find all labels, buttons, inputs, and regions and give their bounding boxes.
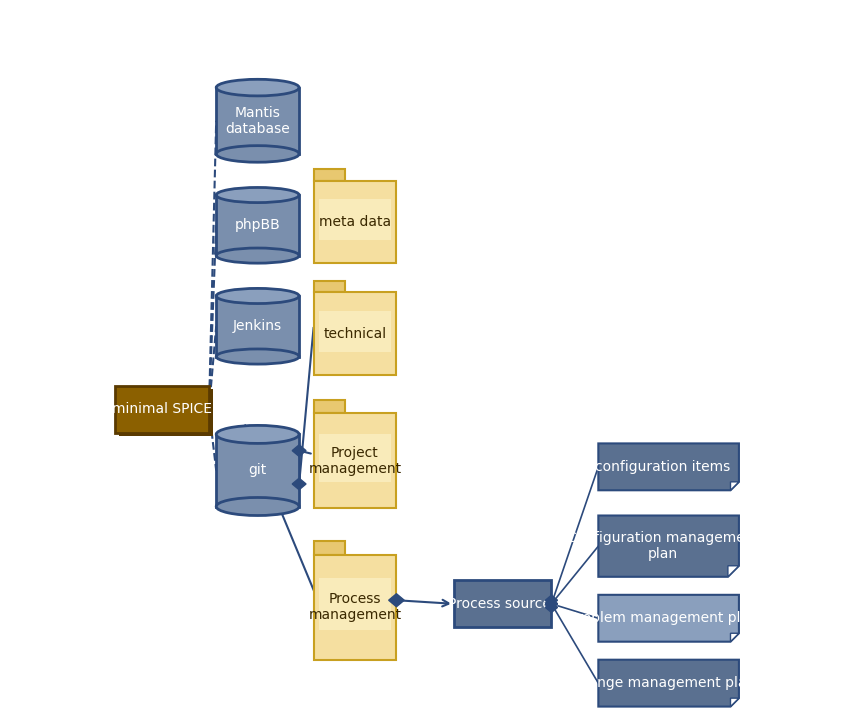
FancyBboxPatch shape	[313, 281, 345, 293]
FancyBboxPatch shape	[216, 195, 299, 256]
FancyBboxPatch shape	[313, 413, 396, 508]
FancyBboxPatch shape	[216, 434, 299, 506]
Ellipse shape	[216, 425, 299, 443]
Polygon shape	[546, 596, 558, 606]
Polygon shape	[546, 598, 558, 609]
Text: technical: technical	[324, 327, 387, 341]
FancyBboxPatch shape	[313, 400, 345, 413]
Ellipse shape	[216, 187, 299, 203]
Text: Configuration management
plan: Configuration management plan	[567, 531, 759, 561]
Text: minimal SPICE: minimal SPICE	[112, 402, 212, 416]
Polygon shape	[599, 443, 739, 490]
Polygon shape	[292, 478, 306, 490]
Text: Mantis
database: Mantis database	[225, 106, 290, 136]
Ellipse shape	[216, 497, 299, 516]
Text: Process sources: Process sources	[448, 597, 558, 611]
Text: Change management plan: Change management plan	[570, 676, 756, 690]
FancyBboxPatch shape	[318, 199, 392, 240]
FancyBboxPatch shape	[216, 87, 299, 154]
Polygon shape	[292, 445, 306, 456]
Polygon shape	[730, 633, 739, 642]
Text: Problem management plan: Problem management plan	[568, 611, 758, 625]
FancyBboxPatch shape	[119, 389, 213, 436]
Text: meta data: meta data	[319, 215, 391, 229]
FancyBboxPatch shape	[313, 541, 345, 555]
Ellipse shape	[216, 248, 299, 263]
FancyBboxPatch shape	[318, 578, 392, 630]
Text: Project
management: Project management	[309, 446, 401, 476]
FancyBboxPatch shape	[115, 386, 209, 433]
FancyBboxPatch shape	[454, 580, 552, 627]
Text: git: git	[248, 464, 266, 477]
Ellipse shape	[216, 146, 299, 162]
FancyBboxPatch shape	[313, 555, 396, 660]
FancyBboxPatch shape	[318, 434, 392, 482]
FancyBboxPatch shape	[318, 311, 392, 352]
Polygon shape	[599, 516, 739, 577]
Text: phpBB: phpBB	[234, 218, 280, 232]
Polygon shape	[730, 482, 739, 490]
FancyBboxPatch shape	[313, 293, 396, 375]
Polygon shape	[388, 594, 404, 607]
Polygon shape	[727, 566, 739, 577]
FancyBboxPatch shape	[313, 169, 345, 181]
Polygon shape	[730, 698, 739, 707]
Ellipse shape	[216, 79, 299, 96]
Text: configuration items: configuration items	[595, 460, 731, 474]
Ellipse shape	[216, 288, 299, 304]
Text: Process
management: Process management	[309, 592, 401, 622]
Polygon shape	[599, 660, 739, 707]
FancyBboxPatch shape	[216, 296, 299, 357]
FancyBboxPatch shape	[313, 181, 396, 263]
Ellipse shape	[216, 349, 299, 364]
Polygon shape	[546, 603, 558, 613]
Polygon shape	[546, 598, 558, 609]
Text: Jenkins: Jenkins	[233, 319, 282, 333]
Polygon shape	[599, 595, 739, 642]
